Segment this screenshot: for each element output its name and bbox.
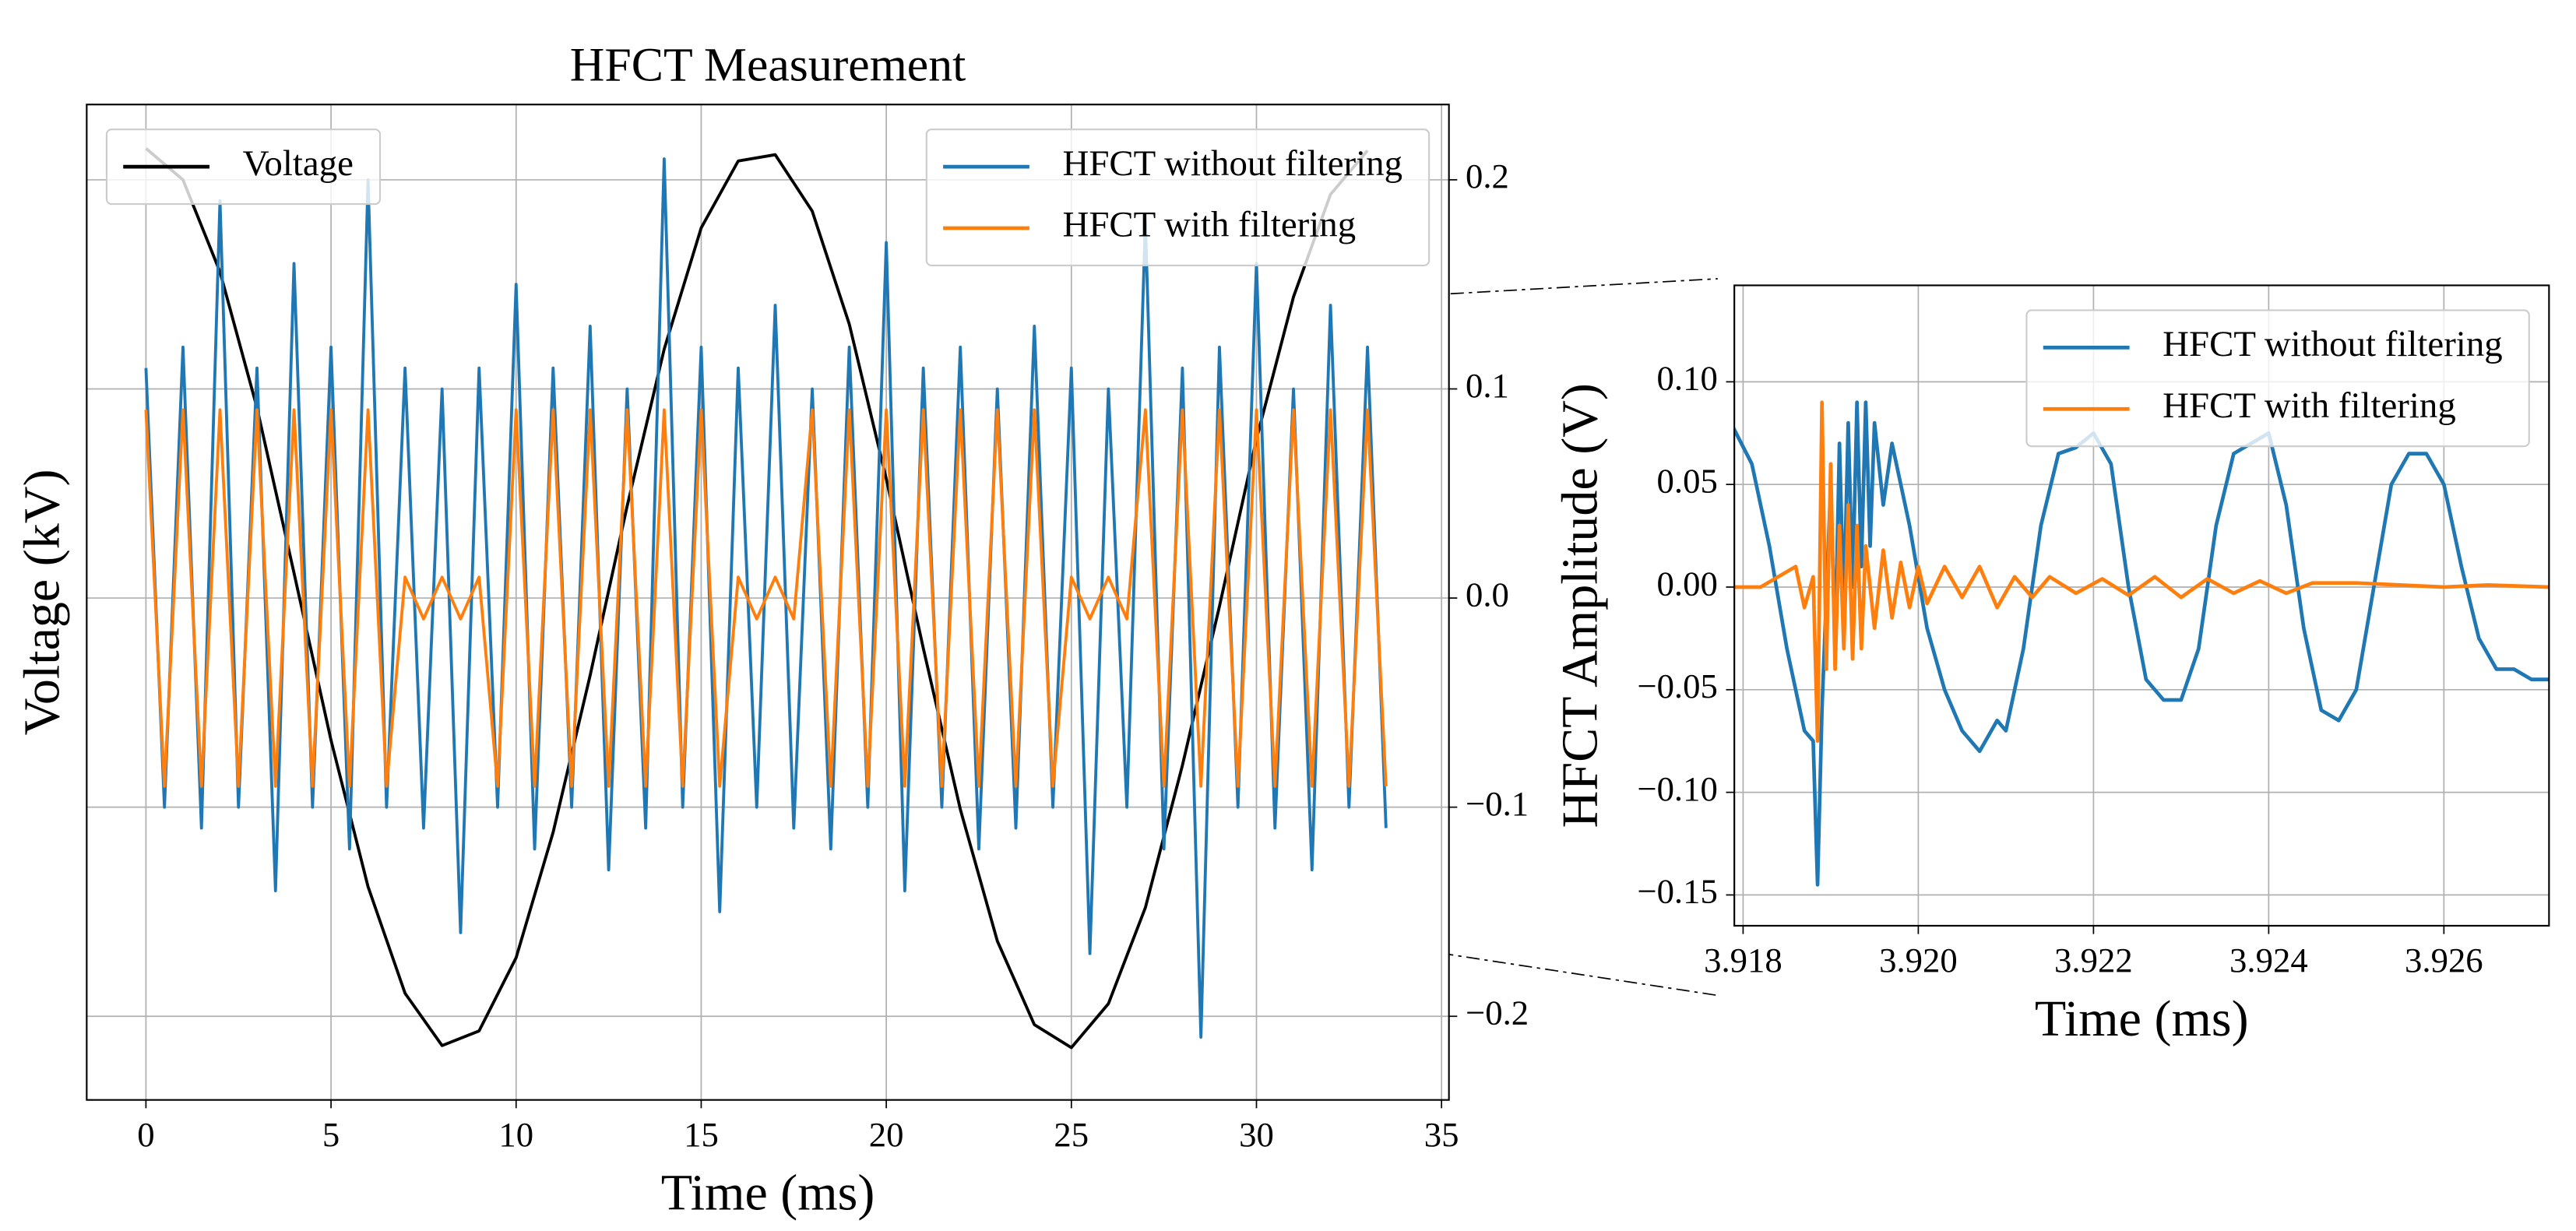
y2-tick-label: 0.2 [1466, 157, 1509, 195]
x-tick-label: 3.924 [2229, 941, 2308, 980]
x-tick-label: 25 [1054, 1115, 1089, 1154]
legend-frame [2025, 309, 2530, 448]
legend-frame [105, 128, 382, 206]
x-tick-label: 30 [1239, 1115, 1274, 1154]
x-tick-label: 20 [869, 1115, 904, 1154]
x-tick-label: 5 [322, 1115, 340, 1154]
legend-label: HFCT without filtering [2163, 324, 2503, 364]
x-tick-label: 15 [684, 1115, 719, 1154]
legend-frame [925, 128, 1431, 266]
legend-label: Voltage [243, 143, 354, 184]
legend-label: HFCT with filtering [2163, 385, 2456, 426]
x-tick-label: 35 [1424, 1115, 1459, 1154]
y-tick-label: 0.10 [1657, 359, 1718, 398]
x-tick-label: 3.918 [1704, 941, 1782, 980]
series-line [1734, 400, 2550, 744]
axes-frame [86, 104, 1450, 1101]
y2-tick-label: −0.2 [1466, 994, 1529, 1032]
chart: 0 5 10 15 20 25 30 35 −0.2 −0.1 0.0 0.1 0.2 HFCT Meas… [13, 39, 1529, 1222]
plot-area [86, 104, 1449, 1100]
axes-frame [1733, 284, 2550, 927]
legend-label: HFCT with filtering [1063, 205, 1357, 245]
y-tick-label: −0.05 [1637, 666, 1718, 705]
legend: HFCT without filtering HFCT with filterin… [925, 128, 1431, 266]
x-axis-label: Time (ms) [2035, 990, 2249, 1047]
legend: HFCT without filtering HFCT with filterin… [2025, 309, 2530, 448]
x-tick-label: 3.920 [1879, 941, 1958, 980]
x-tick-label: 10 [498, 1115, 533, 1154]
y-tick-label: −0.10 [1637, 769, 1718, 808]
y-axis-label: HFCT Amplitude (V) [1552, 383, 1609, 828]
series-group [1734, 400, 2550, 887]
y-tick-label: 0.00 [1657, 564, 1718, 603]
y-tick-label: −0.15 [1637, 872, 1718, 911]
series-line [1734, 400, 2550, 887]
y2-tick-label: −0.1 [1466, 784, 1529, 823]
series-line [144, 408, 1388, 788]
series-group [144, 147, 1388, 1050]
y-axis-label: Voltage (kV) [13, 470, 70, 736]
legend: Voltage [105, 128, 382, 206]
y-tick-label: 0.05 [1657, 461, 1718, 500]
x-tick-label: 3.926 [2405, 941, 2483, 980]
y2-tick-label: 0.0 [1466, 575, 1509, 614]
chart-title: HFCT Measurement [570, 39, 966, 92]
legend-label: HFCT without filtering [1063, 143, 1403, 184]
x-axis-label: Time (ms) [661, 1165, 875, 1222]
x-tick-label: 3.922 [2054, 941, 2133, 980]
x-tick-label: 0 [137, 1115, 154, 1154]
y2-tick-label: 0.1 [1466, 366, 1509, 405]
